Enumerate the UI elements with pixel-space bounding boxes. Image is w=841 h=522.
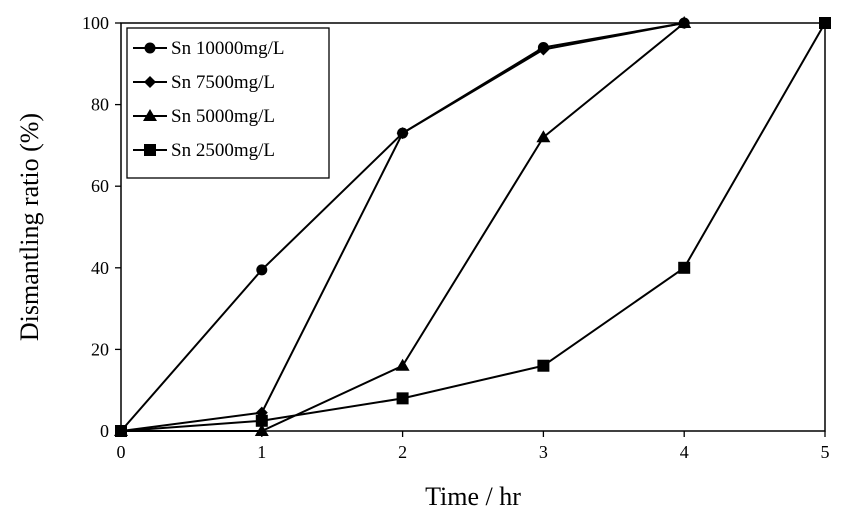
x-axis-title: Time / hr — [425, 482, 521, 511]
y-tick-label: 80 — [91, 95, 109, 115]
data-point-triangle — [677, 16, 692, 28]
legend-label: Sn 10000mg/L — [171, 38, 284, 59]
y-tick-label: 60 — [91, 176, 109, 196]
y-tick-label: 0 — [100, 421, 109, 441]
data-point-diamond — [396, 127, 409, 140]
legend-item: Sn 2500mg/L — [133, 140, 275, 161]
legend-box — [126, 27, 330, 179]
x-tick-label: 1 — [257, 442, 266, 462]
data-point-square — [678, 261, 691, 274]
data-point-circle — [256, 264, 268, 276]
plot-area — [120, 22, 826, 432]
series-layer — [114, 16, 831, 437]
data-point-square — [396, 392, 409, 405]
series-square — [115, 17, 831, 437]
legend-marker-circle — [144, 42, 156, 54]
legend-item: Sn 10000mg/L — [133, 38, 284, 59]
legend-label: Sn 7500mg/L — [171, 72, 275, 93]
data-point-square — [255, 414, 268, 427]
x-axis-ticks: 0 1 2 3 4 5 — [117, 431, 830, 462]
legend-item: Sn 5000mg/L — [133, 106, 275, 127]
legend-marker-square — [144, 144, 156, 156]
legend: Sn 10000mg/L Sn 7500mg/L Sn 5000mg/L Sn 250… — [126, 27, 330, 179]
series-line — [120, 22, 826, 432]
x-tick-label: 2 — [398, 442, 407, 462]
y-tick-label: 40 — [91, 258, 109, 278]
legend-marker-diamond — [144, 76, 156, 88]
x-tick-label: 4 — [680, 442, 689, 462]
data-point-square — [819, 17, 831, 29]
data-point-triangle — [395, 358, 410, 371]
legend-item: Sn 7500mg/L — [133, 72, 275, 93]
y-tick-label: 100 — [82, 13, 109, 33]
data-point-triangle — [254, 424, 269, 436]
legend-label: Sn 2500mg/L — [171, 140, 275, 161]
y-axis-ticks: 0 20 40 60 80 100 — [82, 13, 121, 441]
y-axis-title: Dismantling ratio (%) — [15, 113, 44, 341]
data-point-diamond — [537, 43, 550, 56]
data-point-triangle — [536, 130, 551, 143]
x-tick-label: 0 — [117, 442, 126, 462]
y-tick-label: 20 — [91, 339, 109, 359]
legend-label: Sn 5000mg/L — [171, 106, 275, 127]
x-tick-label: 3 — [539, 442, 548, 462]
data-point-square — [115, 425, 127, 437]
x-tick-label: 5 — [821, 442, 830, 462]
data-point-square — [537, 359, 550, 372]
legend-marker-triangle — [143, 109, 157, 121]
